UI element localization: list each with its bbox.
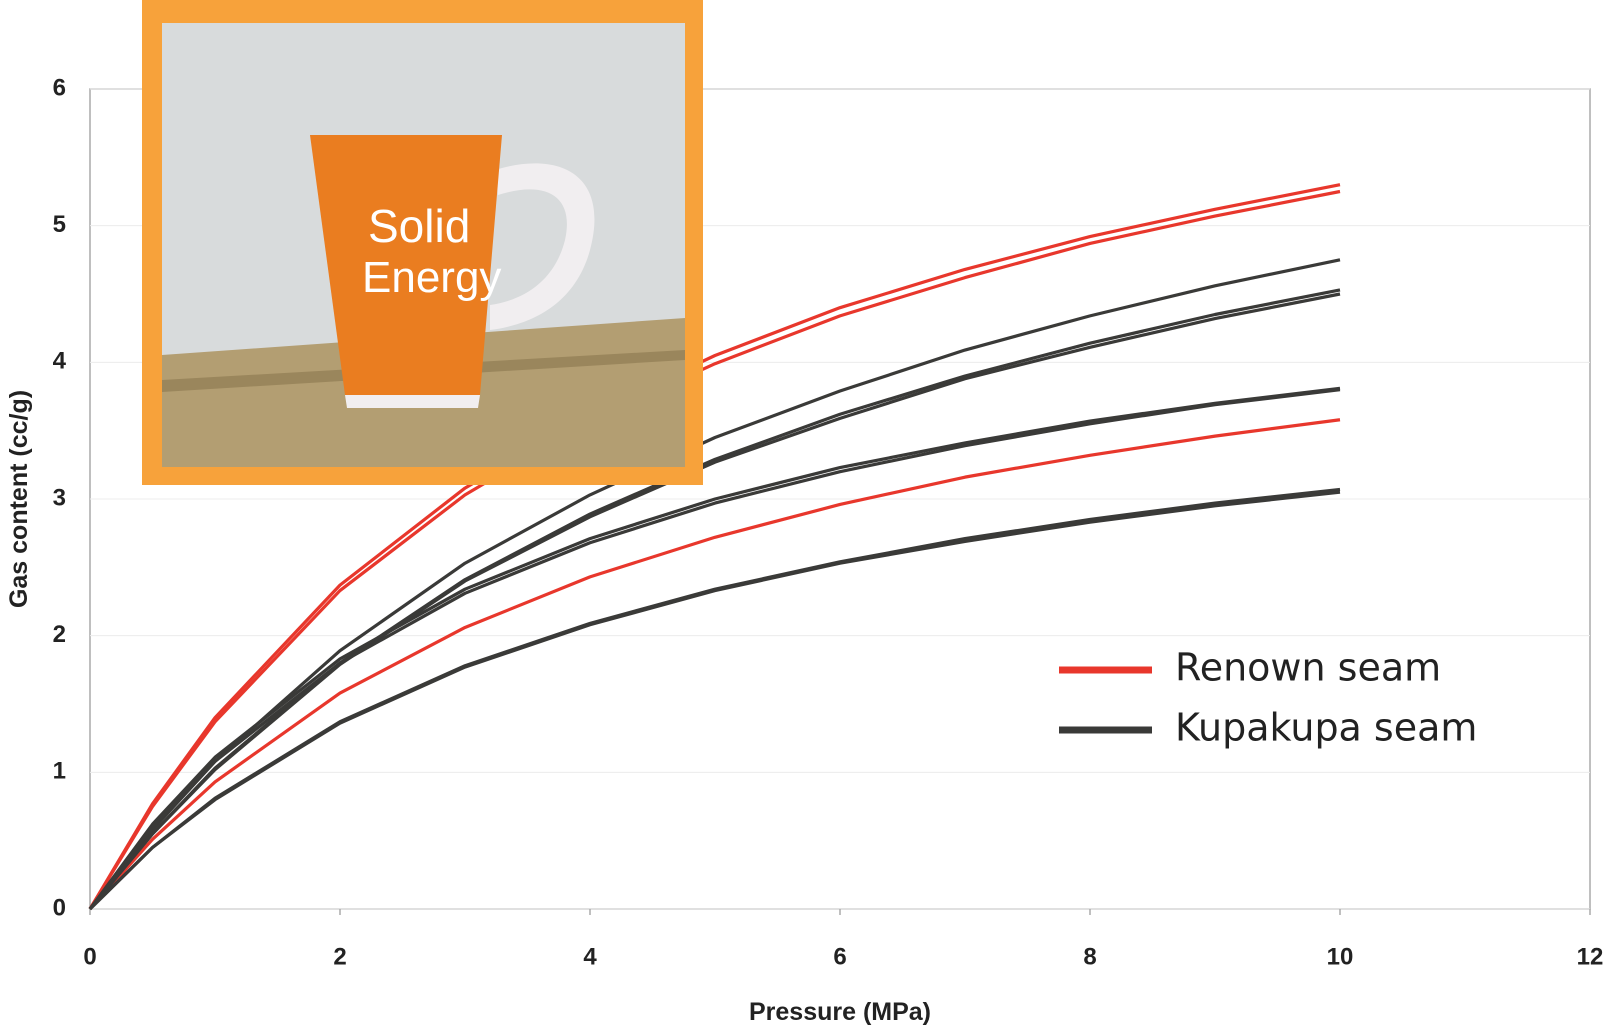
y-tick-label: 1 bbox=[53, 758, 66, 785]
x-tick-label: 6 bbox=[833, 943, 846, 970]
x-tick-label: 12 bbox=[1577, 943, 1604, 970]
chart: Pressure (MPa) Gas content (cc/g) Solid … bbox=[0, 0, 1614, 1030]
x-tick-label: 10 bbox=[1327, 943, 1354, 970]
legend-label: Kupakupa seam bbox=[1175, 706, 1477, 750]
inset-photo: Solid Energy bbox=[142, 0, 703, 485]
x-tick-label: 4 bbox=[583, 943, 597, 970]
y-tick-label: 6 bbox=[53, 74, 66, 101]
y-tick-label: 3 bbox=[53, 484, 66, 511]
x-tick-label: 2 bbox=[333, 943, 346, 970]
legend-label: Renown seam bbox=[1175, 646, 1441, 690]
x-tick-label: 8 bbox=[1083, 943, 1096, 970]
mug-text: Energy bbox=[362, 253, 501, 302]
y-tick-label: 2 bbox=[53, 621, 66, 648]
y-tick-label: 0 bbox=[53, 894, 66, 921]
mug-text: Solid bbox=[368, 200, 470, 252]
page: Pressure (MPa) Gas content (cc/g) Solid … bbox=[0, 0, 1614, 1030]
x-tick-label: 0 bbox=[83, 943, 96, 970]
y-axis-title: Gas content (cc/g) bbox=[5, 390, 33, 608]
y-tick-label: 5 bbox=[53, 211, 66, 238]
y-tick-label: 4 bbox=[53, 348, 67, 375]
mug-base bbox=[345, 395, 480, 408]
x-axis-title: Pressure (MPa) bbox=[749, 998, 931, 1026]
